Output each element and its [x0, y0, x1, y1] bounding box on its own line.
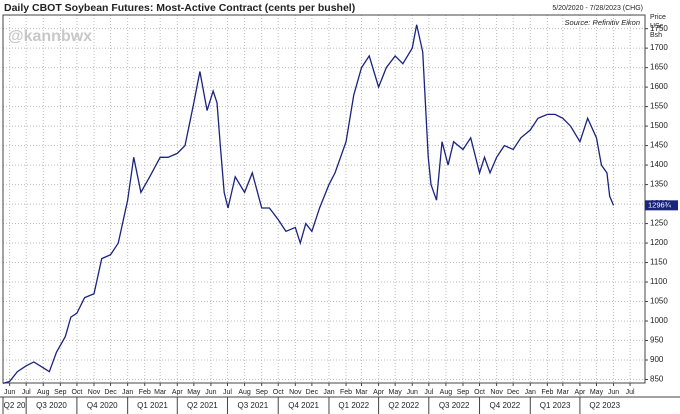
x-tick-label: May [187, 389, 201, 396]
x-tick-label: Sep [255, 389, 268, 396]
y-tick-label: 850 [650, 375, 664, 384]
price-line [2, 24, 615, 385]
x-tick-label: Aug [37, 389, 50, 396]
y-tick-label: 1450 [650, 141, 668, 150]
x-tick-label: Jun [205, 389, 216, 396]
x-tick-label: Mar [355, 389, 368, 396]
y-axis-label: Bsh [650, 32, 662, 39]
y-tick-label: 900 [650, 355, 664, 364]
quarter-label: Q3 2020 [36, 401, 67, 410]
quarter-label: Q2 2023 [589, 401, 620, 410]
x-tick-label: Oct [474, 389, 485, 396]
x-tick-label: Nov [289, 389, 302, 396]
x-tick-label: Jul [626, 389, 635, 396]
y-axis-label: Price [650, 14, 666, 21]
y-tick-label: 1200 [650, 238, 668, 247]
x-tick-label: Apr [574, 389, 586, 396]
y-tick-label: 1400 [650, 160, 668, 169]
x-tick-label: Dec [306, 389, 319, 396]
x-tick-label: Dec [104, 389, 117, 396]
x-tick-label: Apr [373, 389, 385, 396]
x-tick-label: Aug [238, 389, 251, 396]
x-tick-label: Sep [54, 389, 67, 396]
x-tick-label: Jul [223, 389, 232, 396]
x-tick-label: Jun [4, 389, 15, 396]
last-value-box [645, 200, 678, 211]
x-tick-label: Nov [88, 389, 101, 396]
date-range: 5/20/2020 - 7/28/2023 (CHG) [552, 5, 643, 12]
y-tick-label: 1600 [650, 82, 668, 91]
y-tick-label: 1750 [650, 24, 668, 33]
watermark: @kannbwx [8, 28, 92, 45]
x-tick-label: Nov [490, 389, 503, 396]
last-value-label: 1296¾ [648, 200, 672, 209]
x-tick-label: Apr [172, 389, 184, 396]
quarter-label: Q2 2021 [187, 401, 218, 410]
quarter-label: Q3 2021 [237, 401, 268, 410]
x-tick-label: Oct [71, 389, 82, 396]
quarter-label: Q2 2022 [388, 401, 419, 410]
x-tick-label: Oct [273, 389, 284, 396]
quarter-label: Q1 2022 [338, 401, 369, 410]
y-tick-label: 1250 [650, 219, 668, 228]
y-tick-label: 1050 [650, 297, 668, 306]
x-tick-label: Jun [407, 389, 418, 396]
x-tick-label: Jul [424, 389, 433, 396]
quarter-label: Q3 2022 [439, 401, 470, 410]
x-tick-label: Jul [22, 389, 31, 396]
x-tick-label: Dec [507, 389, 520, 396]
x-tick-label: Jun [608, 389, 619, 396]
y-tick-label: 1350 [650, 180, 668, 189]
plot-frame [2, 14, 646, 384]
y-tick-label: 1150 [650, 258, 668, 267]
x-tick-label: Feb [340, 389, 352, 396]
y-tick-label: 1000 [650, 316, 668, 325]
x-tick-label: Jan [122, 389, 133, 396]
quarter-label: Q1 2023 [540, 401, 571, 410]
x-tick-label: Mar [557, 389, 570, 396]
y-tick-label: 1100 [650, 277, 668, 286]
chart-title: Daily CBOT Soybean Futures: Most-Active … [4, 2, 355, 14]
x-tick-label: Mar [154, 389, 167, 396]
x-tick-label: Aug [440, 389, 453, 396]
y-axis-label: USc [650, 23, 664, 30]
y-tick-label: 1700 [650, 43, 668, 52]
y-tick-label: 1650 [650, 63, 668, 72]
quarter-label: Q1 2021 [137, 401, 168, 410]
x-tick-label: Feb [541, 389, 553, 396]
y-tick-label: 1500 [650, 121, 668, 130]
x-tick-label: May [590, 389, 604, 396]
quarter-label: Q4 2022 [490, 401, 521, 410]
quarter-label: Q4 2021 [288, 401, 319, 410]
x-tick-label: Jan [525, 389, 536, 396]
quarter-label: Q4 2020 [87, 401, 118, 410]
source: Source: Refinitiv Eikon [565, 18, 640, 27]
quarter-label: Q2 20 [4, 401, 26, 410]
y-tick-label: 950 [650, 336, 664, 345]
x-tick-label: May [389, 389, 403, 396]
y-tick-label: 1550 [650, 102, 668, 111]
x-tick-label: Sep [457, 389, 470, 396]
x-tick-label: Feb [139, 389, 151, 396]
x-tick-label: Jan [323, 389, 334, 396]
